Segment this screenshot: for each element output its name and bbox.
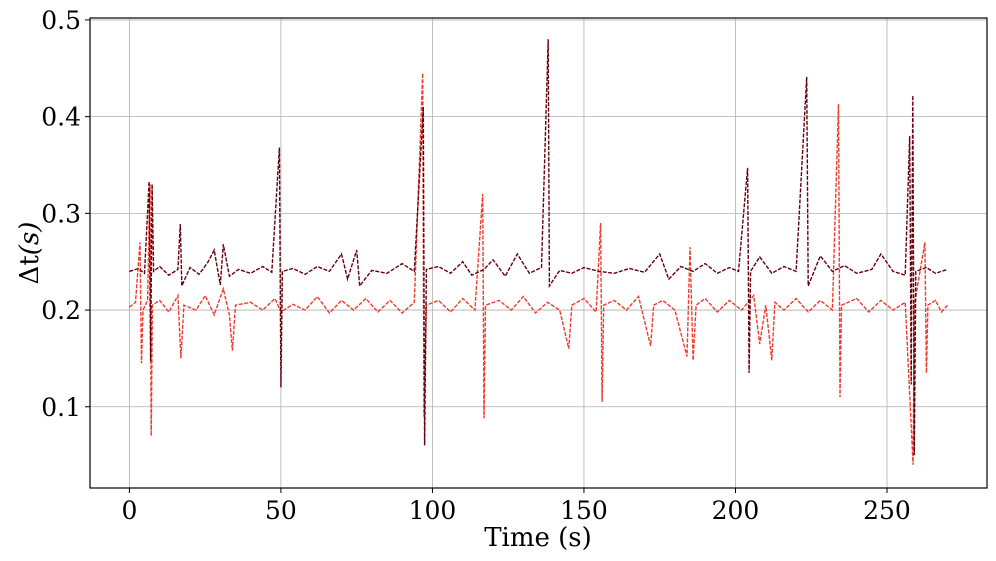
grid xyxy=(90,18,987,488)
ticks: 0 50 100 150 200 250 0.1 0.2 0.3 0.4 0.5 xyxy=(41,6,911,525)
series-group xyxy=(128,39,949,465)
plot-frame xyxy=(89,17,988,489)
y-tick-label: 0.4 xyxy=(41,103,81,132)
series-red-line xyxy=(128,73,949,465)
x-tick-label: 200 xyxy=(712,496,760,525)
y-tick-label: 0.3 xyxy=(41,199,81,228)
x-tick-label: 0 xyxy=(121,496,137,525)
y-tick-label: 0.2 xyxy=(41,296,81,325)
y-axis-label: Δt(s) xyxy=(15,222,45,285)
series-dark-line xyxy=(129,39,948,456)
y-tick-label: 0.5 xyxy=(41,6,81,35)
x-tick-label: 150 xyxy=(560,496,608,525)
y-axis-label-main: Δt xyxy=(15,255,45,285)
x-axis-label: Time (s) xyxy=(484,523,592,553)
y-axis-label-suffix: (s) xyxy=(15,222,45,256)
x-tick-label: 100 xyxy=(409,496,457,525)
x-tick-label: 250 xyxy=(863,496,911,525)
y-tick-label: 0.1 xyxy=(41,393,81,422)
x-tick-label: 50 xyxy=(265,496,297,525)
